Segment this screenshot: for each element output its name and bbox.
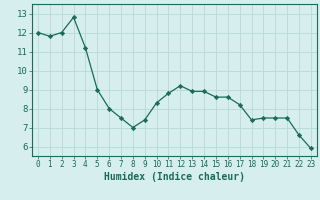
- X-axis label: Humidex (Indice chaleur): Humidex (Indice chaleur): [104, 172, 245, 182]
